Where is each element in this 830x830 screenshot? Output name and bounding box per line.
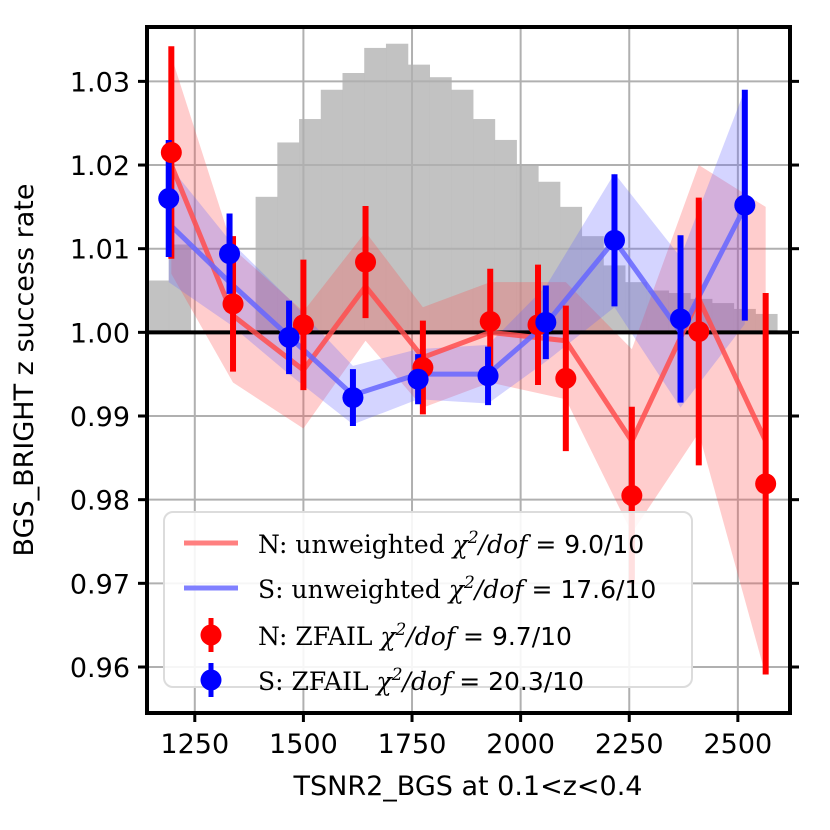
data-point[interactable] xyxy=(342,387,364,409)
series-line xyxy=(166,205,748,398)
data-point[interactable] xyxy=(477,365,499,387)
histogram-bar xyxy=(451,89,474,333)
legend[interactable]: N: unweighted χ2/dof = 9.0/10 S: unweight… xyxy=(163,511,693,697)
y-axis-title: BGS_BRIGHT z success rate xyxy=(9,184,40,557)
axis-ticks xyxy=(138,79,799,722)
legend-item[interactable]: S: unweighted χ2/dof = 17.6/10 xyxy=(184,573,656,604)
data-point[interactable] xyxy=(158,188,180,209)
axis-tick-labels: 1250 1500 1750 2000 2250 2500 0.96 0.97 0.98 0.99… xyxy=(70,67,772,760)
y-tick-label: 0.98 xyxy=(70,486,130,517)
data-point[interactable] xyxy=(222,293,244,315)
legend-items: N: unweighted χ2/dof = 9.0/10 S: unweight… xyxy=(184,528,656,697)
axes-frame xyxy=(145,25,792,715)
y-tick-label: 1.00 xyxy=(70,318,130,349)
series-line xyxy=(169,164,768,444)
legend-box xyxy=(163,511,693,688)
x-axis-title: TSNR2_BGS at 0.1<z<0.4 xyxy=(293,771,643,802)
data-point[interactable] xyxy=(755,473,777,495)
y-tick-label: 0.96 xyxy=(70,653,130,684)
x-tick-label: 2500 xyxy=(704,729,773,760)
data-point[interactable] xyxy=(603,229,625,251)
legend-label: N: unweighted χ2/dof = 9.0/10 xyxy=(258,528,644,559)
histogram-bar xyxy=(646,290,669,333)
histogram-bar xyxy=(320,89,344,333)
histogram-bar xyxy=(711,303,735,333)
histogram-bar xyxy=(255,196,278,333)
data-point[interactable] xyxy=(407,368,429,390)
legend-marker-swatch xyxy=(200,624,222,646)
histogram-bar xyxy=(277,142,300,333)
y-tick-label: 0.99 xyxy=(70,402,130,433)
histogram-bar xyxy=(385,43,409,333)
legend-item[interactable]: N: unweighted χ2/dof = 9.0/10 xyxy=(184,528,644,559)
data-point[interactable] xyxy=(278,326,300,348)
x-tick-label: 1750 xyxy=(378,729,447,760)
data-point[interactable] xyxy=(355,251,377,273)
legend-label: S: unweighted χ2/dof = 17.6/10 xyxy=(258,573,656,604)
uncertainty-band xyxy=(171,56,766,676)
histogram-bar xyxy=(624,282,648,333)
y-tick-label: 1.02 xyxy=(70,151,130,182)
data-point[interactable] xyxy=(479,310,501,332)
data-point[interactable] xyxy=(621,484,643,506)
data-points xyxy=(158,141,777,506)
uncertainty-band xyxy=(168,89,745,425)
legend-label: N: ZFAIL χ2/dof = 9.7/10 xyxy=(258,620,572,651)
series-lines xyxy=(166,164,768,444)
data-point[interactable] xyxy=(670,308,692,330)
data-point[interactable] xyxy=(535,311,557,333)
histogram-bar xyxy=(429,77,452,333)
histogram-bar xyxy=(494,139,517,333)
histogram-bar xyxy=(168,244,192,333)
data-point[interactable] xyxy=(292,314,314,336)
data-point[interactable] xyxy=(160,141,182,163)
x-tick-label: 2000 xyxy=(486,729,555,760)
histogram-bar xyxy=(407,64,430,333)
data-point[interactable] xyxy=(734,194,756,216)
data-point[interactable] xyxy=(688,321,710,343)
legend-marker-swatch xyxy=(200,669,222,691)
x-tick-label: 1500 xyxy=(269,729,338,760)
legend-item[interactable]: S: ZFAIL χ2/dof = 20.3/10 xyxy=(200,663,585,697)
legend-item[interactable]: N: ZFAIL χ2/dof = 9.7/10 xyxy=(200,618,572,652)
x-tick-label: 1250 xyxy=(160,729,229,760)
y-tick-label: 1.01 xyxy=(70,235,130,266)
y-tick-label: 0.97 xyxy=(70,569,130,600)
y-tick-label: 1.03 xyxy=(70,67,130,98)
x-tick-label: 2250 xyxy=(595,729,664,760)
legend-label: S: ZFAIL χ2/dof = 20.3/10 xyxy=(258,665,584,696)
histogram-bar xyxy=(147,280,170,333)
data-point[interactable] xyxy=(219,243,241,265)
uncertainty-bands xyxy=(168,56,766,676)
data-point[interactable] xyxy=(555,367,577,389)
